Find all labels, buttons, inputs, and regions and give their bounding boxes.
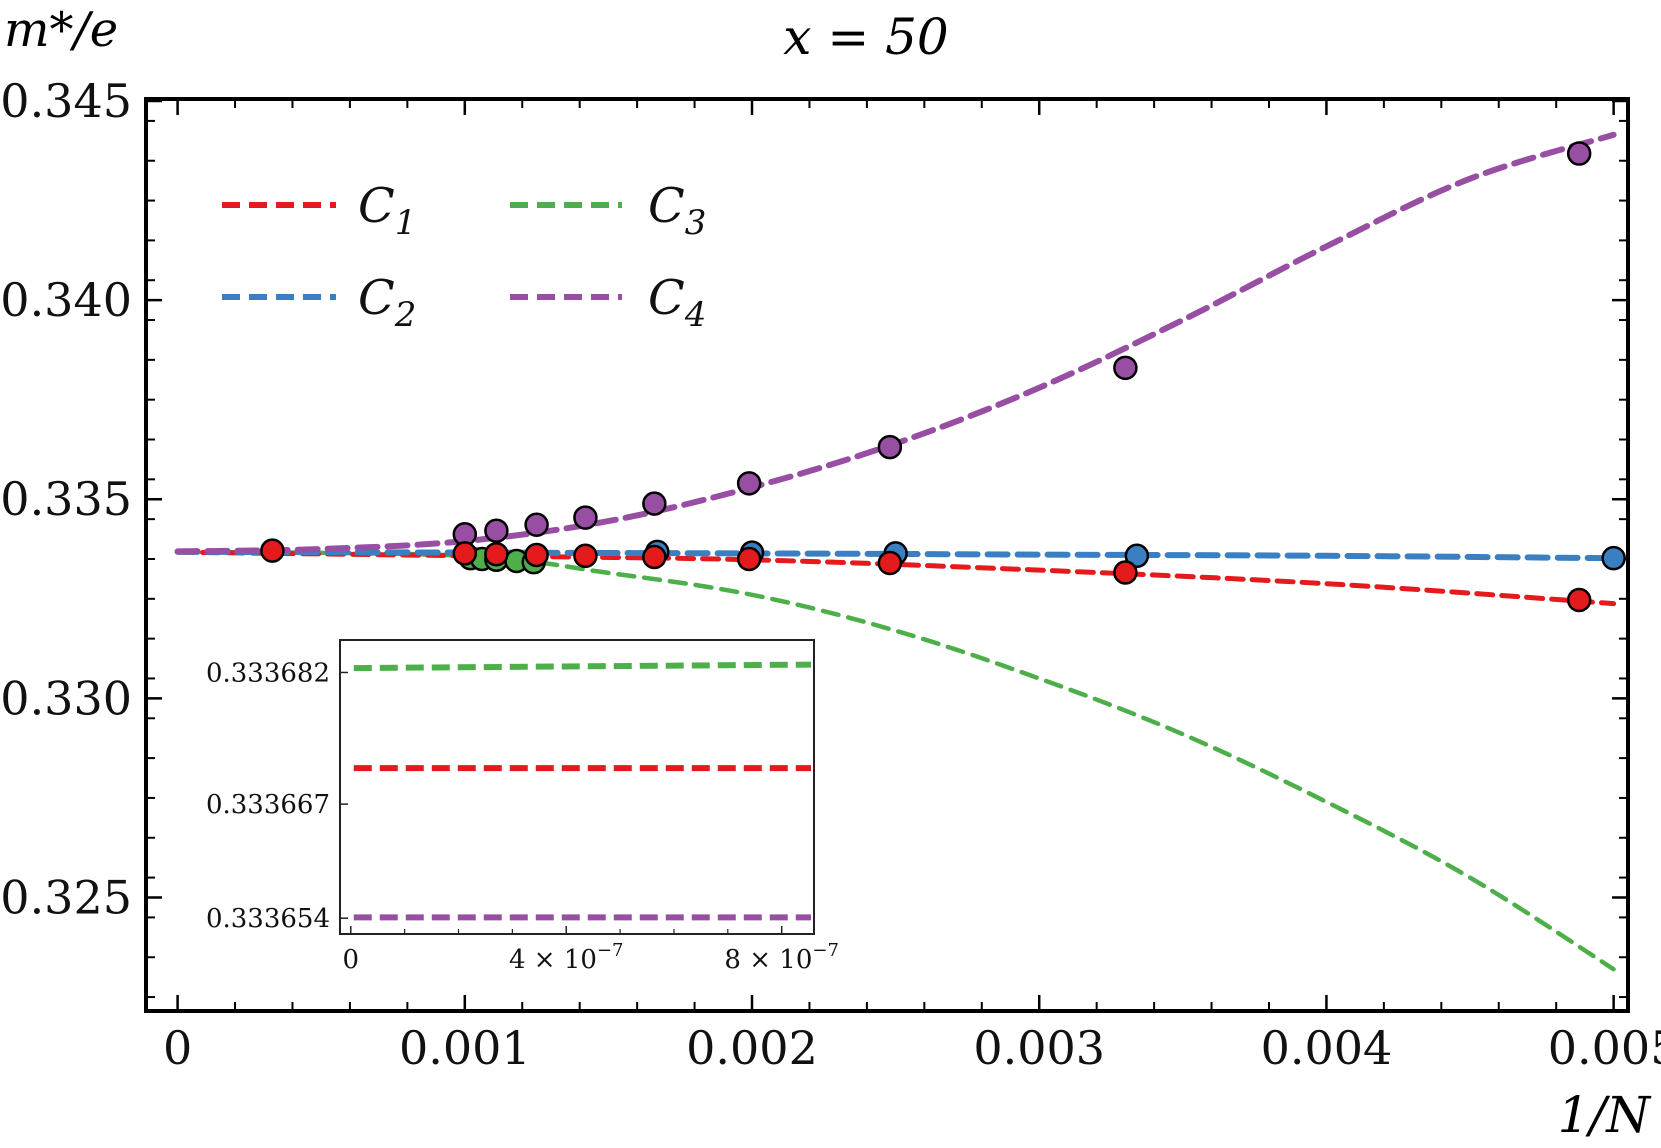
data-point-c2 [1124, 543, 1150, 569]
x-tick-label: 0.002 [686, 1021, 818, 1075]
legend-sub-c4: 4 [684, 295, 707, 335]
inset-x-tick-exponent: −7 [812, 940, 839, 961]
data-point-c4 [573, 505, 598, 530]
data-point-c1 [484, 541, 509, 567]
data-point-c4 [524, 512, 549, 537]
x-axis-label: 1/N [1558, 1086, 1653, 1144]
x-tick-label: 0 [163, 1021, 192, 1075]
legend-label-c2: C2 [358, 270, 416, 335]
data-point-c1 [877, 550, 903, 576]
y-tick-label: 0.345 [0, 74, 132, 128]
data-point-c1 [1566, 587, 1592, 613]
inset-x-tick-label: 4 × 10−7 [509, 940, 624, 975]
data-point-c1 [573, 543, 598, 569]
legend-sub-c3: 3 [685, 203, 707, 243]
inset-y-tick-label: 0.333667 [206, 790, 330, 820]
data-point-c4 [1566, 141, 1592, 166]
data-point-c4 [877, 434, 903, 460]
plot-frame [144, 97, 1630, 1013]
y-tick-label: 0.325 [0, 870, 132, 924]
legend: C1 C2 C3 C4 [222, 178, 706, 335]
legend-label-c1: C1 [358, 178, 416, 243]
inset-y-tick-label: 0.333654 [206, 904, 330, 934]
inset-x-tick-label: 8 × 10−7 [724, 940, 839, 975]
data-point-c1 [736, 546, 762, 572]
data-point-c4 [736, 471, 762, 496]
inset-line-c3 [353, 661, 812, 672]
legend-label-c4: C4 [648, 270, 706, 335]
data-point-c1 [1113, 560, 1138, 585]
data-point-c1 [524, 542, 549, 568]
x-tick-label: 0.001 [399, 1021, 531, 1075]
inset-frame [339, 639, 815, 935]
x-tick-label: 0.005 [1548, 1021, 1661, 1075]
inset-x-tick-label: 0 [342, 945, 359, 975]
data-point-c1 [260, 538, 285, 563]
legend-sub-c2: 2 [394, 295, 417, 335]
data-point-c4 [1113, 355, 1138, 381]
data-point-c4 [484, 518, 509, 543]
y-tick-label: 0.330 [0, 671, 132, 725]
legend-sub-c1: 1 [395, 203, 417, 243]
legend-label-c3: C3 [648, 178, 706, 243]
x-tick-label: 0.004 [1261, 1021, 1393, 1075]
data-point-c4 [642, 491, 667, 516]
chart-title: x = 50 [783, 8, 949, 66]
x-tick-label: 0.003 [973, 1021, 1105, 1075]
inset-y-tick-label: 0.333682 [206, 658, 330, 688]
data-point-c1 [452, 541, 478, 566]
inset-x-tick-exponent: −7 [597, 940, 624, 961]
y-tick-label: 0.335 [0, 472, 132, 526]
data-point-c2 [1601, 545, 1626, 571]
y-tick-label: 0.340 [0, 273, 132, 327]
fit-line-c3 [175, 549, 1616, 972]
y-axis-label: m*/e [4, 2, 118, 58]
data-point-c1 [642, 544, 667, 570]
